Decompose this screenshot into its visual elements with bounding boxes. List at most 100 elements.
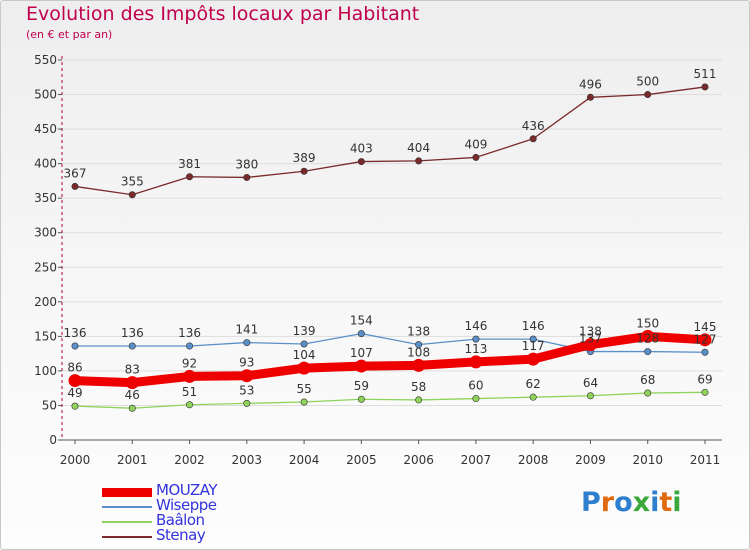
y-tick-label: 400: [34, 157, 57, 171]
logo-letter: x: [632, 487, 651, 518]
legend-label: Wiseppe: [156, 496, 217, 514]
data-label-mouzay: 145: [694, 320, 717, 334]
data-label-ba-lon: 53: [239, 383, 254, 397]
data-point-ba-lon: [357, 395, 365, 403]
data-point-stenay: [701, 83, 709, 91]
data-label-ba-lon: 62: [526, 377, 541, 391]
data-label-stenay: 355: [121, 175, 144, 189]
data-label-stenay: 409: [464, 137, 487, 151]
data-point-ba-lon: [472, 395, 480, 403]
y-tick-label: 450: [34, 122, 57, 136]
data-point-stenay: [472, 153, 480, 161]
data-label-stenay: 496: [579, 77, 602, 91]
y-tick-label: 150: [34, 329, 57, 343]
data-point-mouzay: [526, 352, 540, 366]
data-point-stenay: [415, 157, 423, 165]
data-point-wiseppe: [300, 340, 308, 348]
data-point-wiseppe: [415, 341, 423, 349]
data-label-wiseppe: 146: [464, 319, 487, 333]
data-label-ba-lon: 46: [125, 388, 140, 402]
y-tick-label: 550: [34, 53, 57, 67]
data-label-ba-lon: 55: [296, 382, 311, 396]
y-tick-label: 200: [34, 295, 57, 309]
data-point-ba-lon: [186, 401, 194, 409]
data-label-mouzay: 108: [407, 345, 430, 359]
x-tick-label: 2010: [632, 453, 663, 467]
data-point-wiseppe: [243, 339, 251, 347]
data-label-mouzay: 113: [464, 342, 487, 356]
data-label-ba-lon: 49: [67, 386, 82, 400]
data-label-mouzay: 117: [522, 339, 545, 353]
logo-letter: i: [672, 487, 682, 518]
data-label-mouzay: 107: [350, 346, 373, 360]
data-label-stenay: 511: [694, 67, 717, 81]
data-label-wiseppe: 127: [694, 332, 717, 346]
data-point-ba-lon: [701, 388, 709, 396]
y-tick-label: 0: [49, 433, 57, 447]
legend-swatch: [102, 506, 152, 508]
data-point-wiseppe: [701, 348, 709, 356]
data-label-stenay: 389: [293, 151, 316, 165]
data-point-mouzay: [698, 333, 712, 347]
x-tick-label: 2001: [117, 453, 148, 467]
data-label-wiseppe: 136: [64, 326, 87, 340]
data-label-ba-lon: 64: [583, 376, 598, 390]
series-line-stenay: [74, 86, 706, 196]
data-label-wiseppe: 139: [293, 324, 316, 338]
legend-swatch: [102, 521, 152, 523]
y-tick-label: 300: [34, 226, 57, 240]
data-point-ba-lon: [128, 404, 136, 412]
chart-subtitle: (en € et par an): [26, 28, 113, 41]
data-label-stenay: 367: [64, 166, 87, 180]
logo-letter: o: [614, 487, 633, 518]
data-point-stenay: [243, 173, 251, 181]
chart-title: Evolution des Impôts locaux par Habitant: [26, 3, 420, 25]
y-tick-label: 500: [34, 88, 57, 102]
data-label-wiseppe: 136: [121, 326, 144, 340]
series-line-mouzay: [70, 331, 710, 388]
data-label-stenay: 403: [350, 142, 373, 156]
data-point-wiseppe: [186, 342, 194, 350]
data-point-mouzay: [412, 358, 426, 372]
data-point-wiseppe: [644, 348, 652, 356]
data-point-stenay: [128, 191, 136, 199]
data-label-wiseppe: 141: [235, 323, 258, 337]
data-point-wiseppe: [357, 330, 365, 338]
data-label-mouzay: 83: [125, 363, 140, 377]
x-tick-label: 2007: [461, 453, 492, 467]
data-label-stenay: 500: [636, 75, 659, 89]
x-tick-label: 2005: [346, 453, 377, 467]
data-label-wiseppe: 138: [407, 325, 430, 339]
data-point-mouzay: [641, 329, 655, 343]
data-point-mouzay: [469, 355, 483, 369]
data-point-ba-lon: [71, 402, 79, 410]
data-point-stenay: [186, 173, 194, 181]
data-label-mouzay: 86: [67, 361, 82, 375]
x-tick-label: 2000: [60, 453, 91, 467]
data-label-ba-lon: 60: [468, 379, 483, 393]
data-point-stenay: [586, 93, 594, 101]
data-label-mouzay: 104: [293, 348, 316, 362]
data-label-wiseppe: 146: [522, 319, 545, 333]
x-tick-label: 2008: [518, 453, 549, 467]
data-point-stenay: [300, 167, 308, 175]
data-label-ba-lon: 58: [411, 380, 426, 394]
legend-label: MOUZAY: [156, 481, 218, 499]
proxiti-logo: Proxiti: [581, 487, 682, 518]
y-tick-label: 50: [42, 398, 57, 412]
data-point-stenay: [357, 158, 365, 166]
data-label-ba-lon: 68: [640, 373, 655, 387]
data-point-wiseppe: [472, 335, 480, 343]
data-label-ba-lon: 51: [182, 385, 197, 399]
data-point-ba-lon: [243, 399, 251, 407]
data-point-mouzay: [68, 374, 82, 388]
y-tick-label: 350: [34, 191, 57, 205]
data-label-ba-lon: 59: [354, 379, 369, 393]
data-label-stenay: 381: [178, 157, 201, 171]
data-label-mouzay: 93: [239, 356, 254, 370]
series-line-ba-lon: [74, 391, 706, 409]
x-tick-label: 2009: [575, 453, 606, 467]
data-label-mouzay: 150: [636, 316, 659, 330]
